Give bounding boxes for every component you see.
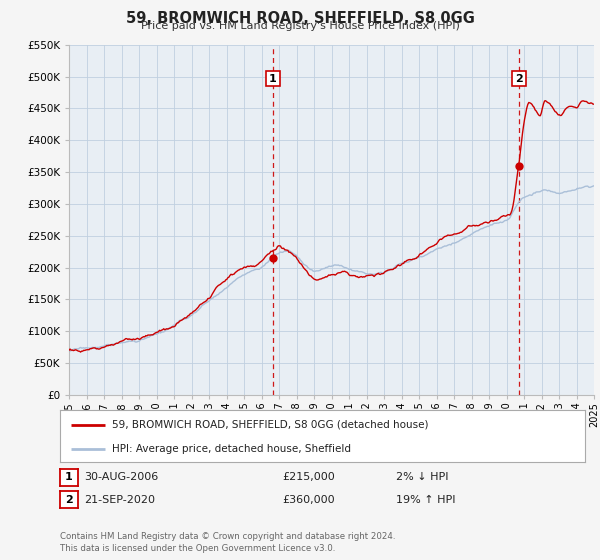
Text: 2: 2 [515, 73, 523, 83]
Text: Contains HM Land Registry data © Crown copyright and database right 2024.
This d: Contains HM Land Registry data © Crown c… [60, 532, 395, 553]
Text: HPI: Average price, detached house, Sheffield: HPI: Average price, detached house, Shef… [113, 444, 352, 454]
Text: 21-SEP-2020: 21-SEP-2020 [84, 494, 155, 505]
Text: £215,000: £215,000 [282, 472, 335, 482]
Text: 2% ↓ HPI: 2% ↓ HPI [396, 472, 449, 482]
Text: 59, BROMWICH ROAD, SHEFFIELD, S8 0GG (detached house): 59, BROMWICH ROAD, SHEFFIELD, S8 0GG (de… [113, 420, 429, 430]
Text: 19% ↑ HPI: 19% ↑ HPI [396, 494, 455, 505]
Text: 1: 1 [65, 472, 73, 482]
Text: £360,000: £360,000 [282, 494, 335, 505]
Text: Price paid vs. HM Land Registry's House Price Index (HPI): Price paid vs. HM Land Registry's House … [140, 21, 460, 31]
Text: 2: 2 [65, 494, 73, 505]
Text: 30-AUG-2006: 30-AUG-2006 [84, 472, 158, 482]
Text: 59, BROMWICH ROAD, SHEFFIELD, S8 0GG: 59, BROMWICH ROAD, SHEFFIELD, S8 0GG [125, 11, 475, 26]
Text: 1: 1 [269, 73, 277, 83]
